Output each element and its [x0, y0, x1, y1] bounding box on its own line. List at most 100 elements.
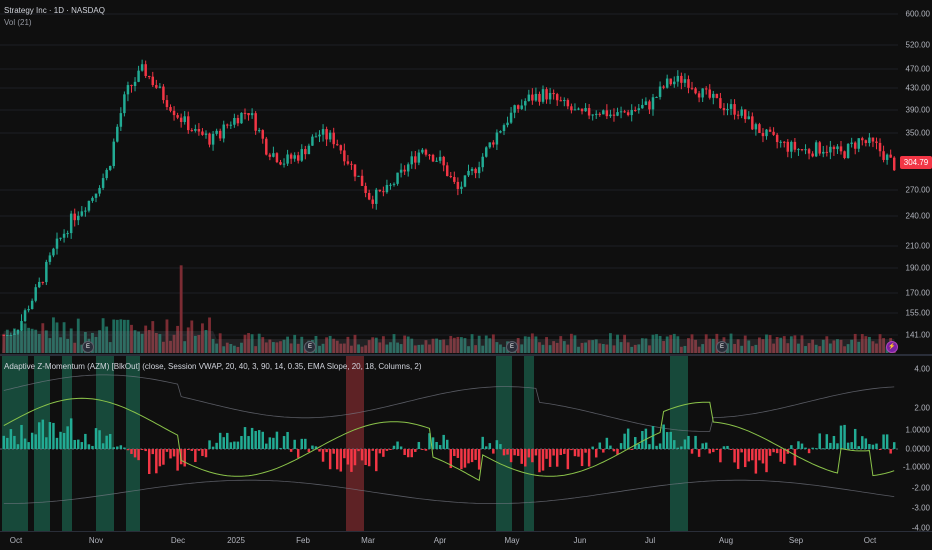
volume-bar — [516, 338, 520, 353]
candle-body — [236, 118, 240, 124]
candle-body — [101, 178, 105, 188]
candle-body — [240, 112, 243, 124]
volume-bar — [154, 333, 158, 353]
volume-bar — [867, 336, 871, 353]
symbol-title[interactable]: Strategy Inc · 1D · NASDAQ — [4, 6, 105, 15]
volume-bar — [765, 334, 768, 353]
momentum-column — [460, 449, 463, 470]
candle-body — [382, 191, 385, 193]
signal-zone — [126, 356, 140, 532]
candle-body — [722, 108, 726, 111]
time-axis[interactable]: Oct Nov Dec 2025 Feb Mar Apr May Jun Jul Aug Sep Oct — [0, 531, 932, 550]
candle-body — [811, 153, 814, 157]
momentum-column — [233, 441, 236, 449]
candle-body — [250, 113, 254, 116]
volume-bar — [853, 333, 857, 353]
volume-bar — [775, 337, 779, 353]
price-pane[interactable] — [0, 0, 898, 354]
candle-body — [687, 79, 690, 88]
volume-bar — [850, 339, 854, 353]
candle-body — [151, 76, 155, 86]
candle-body — [839, 146, 843, 152]
split-event-icon[interactable]: ⚡ — [886, 341, 898, 353]
volume-bar — [279, 341, 282, 353]
volume-bar — [243, 334, 247, 353]
momentum-column — [506, 449, 509, 455]
volume-bar — [601, 344, 605, 353]
candle-body — [495, 132, 499, 145]
oscillator-pane[interactable] — [0, 356, 898, 532]
volume-bar — [530, 333, 534, 353]
candle-body — [215, 130, 218, 134]
momentum-column — [375, 449, 378, 472]
volume-bar — [201, 323, 204, 353]
candle-body — [460, 186, 463, 189]
momentum-column — [676, 447, 680, 449]
volume-bar — [392, 334, 396, 353]
volume-bar — [502, 346, 506, 353]
lower-band-line — [3, 479, 895, 504]
candle-body — [20, 321, 23, 330]
volume-bar — [860, 334, 864, 353]
momentum-column — [140, 449, 144, 450]
earnings-event-icon[interactable]: E — [716, 341, 728, 353]
momentum-column — [45, 437, 48, 449]
candle-body — [520, 105, 523, 109]
earnings-event-icon[interactable]: E — [304, 341, 316, 353]
candle-body — [772, 131, 775, 135]
volume-bar — [520, 344, 524, 353]
candle-body — [456, 181, 460, 189]
candle-body — [332, 132, 335, 145]
candle-body — [389, 184, 392, 186]
candle-body — [584, 108, 587, 112]
volume-bar — [161, 341, 165, 353]
momentum-column — [665, 432, 669, 449]
oscillator-tick-label: -1.0000 — [902, 462, 930, 472]
volume-bar — [289, 343, 293, 353]
candle-body — [882, 151, 885, 160]
volume-bar — [420, 344, 424, 353]
volume-bar — [800, 335, 804, 353]
candle-body — [701, 88, 704, 98]
momentum-column — [343, 449, 346, 459]
oscillator-axis[interactable]: 4.00 2.00 1.0000 0.0000 -1.0000 -2.00 -3.00 -4.… — [898, 356, 932, 533]
volume-bar — [708, 338, 712, 353]
candle-body — [680, 75, 683, 83]
volume-bar — [357, 344, 360, 353]
volume-bar — [183, 341, 187, 353]
volume-bar — [871, 341, 875, 353]
time-tick-label: Oct — [9, 536, 23, 545]
candle-body — [868, 137, 871, 144]
candle-body — [30, 300, 34, 310]
volume-bar — [413, 345, 417, 353]
momentum-column — [385, 449, 389, 451]
volume-bar — [80, 344, 84, 353]
volume-bar — [676, 336, 680, 353]
candle-body — [743, 109, 747, 120]
momentum-column — [520, 449, 523, 464]
volume-bar — [779, 337, 783, 353]
candle-body — [616, 112, 619, 116]
volume-label[interactable]: Vol (21) — [4, 18, 32, 27]
momentum-column — [321, 449, 325, 462]
candle-body — [477, 167, 481, 174]
earnings-event-icon[interactable]: E — [82, 341, 94, 353]
volume-bar — [300, 336, 304, 353]
earnings-event-icon[interactable]: E — [506, 341, 518, 353]
volume-bar — [594, 339, 598, 353]
candle-body — [282, 163, 286, 165]
momentum-column — [293, 439, 296, 449]
indicator-label[interactable]: Adaptive Z-Momentum (AZM) [BlkOut] (clos… — [4, 362, 422, 371]
momentum-column — [527, 449, 531, 458]
pane-divider[interactable] — [0, 354, 932, 356]
momentum-column — [570, 449, 573, 451]
candle-body — [272, 153, 275, 157]
momentum-column — [307, 449, 311, 453]
candle-body — [55, 238, 59, 249]
price-axis[interactable]: 600.00 520.00 470.00 430.00 390.00 350.00 270.… — [898, 0, 932, 354]
volume-bar — [314, 335, 318, 353]
momentum-column — [414, 449, 417, 452]
candle-body — [445, 165, 449, 177]
volume-bar — [754, 344, 758, 353]
volume-bar — [679, 346, 683, 353]
